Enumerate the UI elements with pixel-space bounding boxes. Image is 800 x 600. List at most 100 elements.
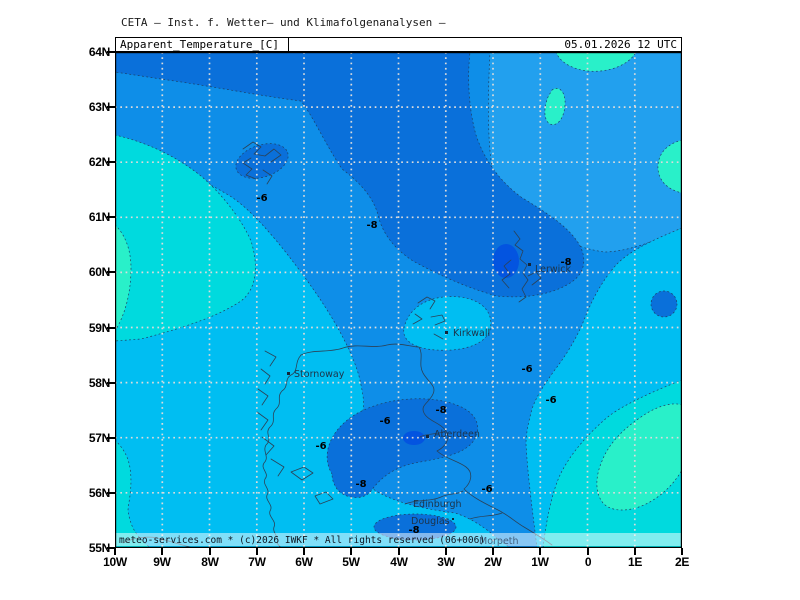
lon-label: 2W (484, 555, 502, 569)
coast-faroe (242, 141, 282, 185)
city-marker (287, 372, 290, 375)
lon-label: 7W (248, 555, 266, 569)
lon-tick (539, 548, 541, 555)
contour-label: -8 (560, 257, 571, 268)
contour-label: -8 (408, 525, 419, 536)
city-label: Lerwick (535, 264, 572, 275)
lat-tick (107, 382, 115, 384)
contour-label: -6 (545, 395, 556, 406)
city-labels: Lerwick Kirkwall Stornoway Aberdeen Edin… (287, 263, 572, 527)
field-sky-orkney-pocket (403, 296, 492, 351)
lat-label: 63N (88, 100, 110, 114)
lat-tick (107, 106, 115, 108)
field-mint-west-strip (115, 224, 132, 332)
coast-outer-hebrides (256, 350, 285, 477)
contour-label: -6 (256, 193, 267, 204)
city-marker (452, 518, 454, 520)
lon-tick (398, 548, 400, 555)
lat-label: 61N (88, 210, 110, 224)
lat-label: 60N (88, 265, 110, 279)
lat-lon-grid (115, 52, 682, 548)
apparent-temperature-map: -6 -8 -8 -6 -6 -6 -8 -6 -8 -6 -8 Lerwick… (115, 52, 682, 548)
map-canvas: -6 -8 -8 -6 -6 -6 -8 -6 -8 -6 -8 Lerwick… (115, 52, 682, 548)
lat-label: 55N (88, 541, 110, 555)
watermark-text: meteo-services.com * (c)2026 IWKF * All … (119, 535, 485, 546)
lat-tick (107, 492, 115, 494)
lon-label: 8W (201, 555, 219, 569)
contour-label: -8 (435, 405, 446, 416)
field-mint-east-edge (657, 139, 682, 194)
contour-label: -8 (366, 220, 377, 231)
city-label: Stornoway (294, 369, 345, 380)
contour-label: -8 (355, 479, 366, 490)
city-label: Morpeth (479, 536, 519, 547)
institute-header: CETA – Inst. f. Wetter– und Klimafolgena… (121, 16, 446, 29)
field-mint-top-blob (555, 52, 637, 72)
field-cyan-west-band (115, 134, 256, 342)
lat-label: 58N (88, 376, 110, 390)
lat-label: 59N (88, 321, 110, 335)
lon-tick (681, 548, 683, 555)
city-label: Aberdeen (434, 429, 480, 440)
contour-label: -6 (315, 441, 326, 452)
coast-shetland (501, 230, 542, 303)
lon-tick (303, 548, 305, 555)
watermark-bar (115, 533, 682, 546)
valid-datetime: 05.01.2026 12 UTC (564, 38, 677, 51)
lon-tick (492, 548, 494, 555)
lon-label: 3W (437, 555, 455, 569)
lon-label: 10W (103, 555, 127, 569)
contour-label: -6 (379, 416, 390, 427)
city-label: Kirkwall (453, 328, 490, 339)
city-marker (426, 435, 429, 438)
map-border (115, 52, 682, 548)
lat-label: 56N (88, 486, 110, 500)
city-marker (528, 263, 531, 266)
lat-tick (107, 327, 115, 329)
field-dark-east-blob (650, 290, 678, 318)
lon-tick (350, 548, 352, 555)
field-mint-southeast-core (596, 403, 682, 511)
title-divider (288, 38, 289, 51)
contour-label: -6 (521, 364, 532, 375)
lon-label: 2E (674, 555, 690, 569)
lat-label: 57N (88, 431, 110, 445)
coast-firths (404, 430, 503, 520)
lon-label: 5W (342, 555, 360, 569)
lon-label: 4W (390, 555, 408, 569)
lon-label: 1E (627, 555, 643, 569)
lon-tick (114, 548, 116, 555)
lat-tick (107, 271, 115, 273)
lat-label: 64N (88, 45, 110, 59)
lon-tick (587, 548, 589, 555)
field-dark-faroe (235, 143, 289, 179)
lon-tick (209, 548, 211, 555)
lon-label: 1W (531, 555, 549, 569)
coast-orkney (412, 296, 446, 340)
field-dark-north-mass (115, 52, 585, 298)
lat-tick (107, 161, 115, 163)
lon-tick (161, 548, 163, 555)
field-deep-shetland (493, 244, 519, 278)
contour-label: -6 (481, 484, 492, 495)
lat-label: 62N (88, 155, 110, 169)
lon-label: 9W (153, 555, 171, 569)
lon-tick (634, 548, 636, 555)
temperature-field (115, 52, 682, 548)
lat-tick (107, 51, 115, 53)
product-title: Apparent_Temperature_[C] (120, 38, 279, 51)
lon-tick (445, 548, 447, 555)
city-label: Edinburgh (413, 499, 462, 510)
field-deep-aberdeen (403, 431, 425, 445)
city-marker (445, 331, 448, 334)
coast-scotland-east (300, 343, 553, 546)
field-dark-aberdeen (326, 398, 479, 498)
contour-value-labels: -6 -8 -8 -6 -6 -6 -8 -6 -8 -6 -8 (256, 193, 571, 536)
title-bar: Apparent_Temperature_[C] 05.01.2026 12 U… (115, 37, 682, 52)
lon-tick (256, 548, 258, 555)
lon-label: 0 (584, 555, 592, 569)
city-label: Douglas (411, 516, 450, 527)
lon-label: 6W (295, 555, 313, 569)
lat-tick (107, 437, 115, 439)
